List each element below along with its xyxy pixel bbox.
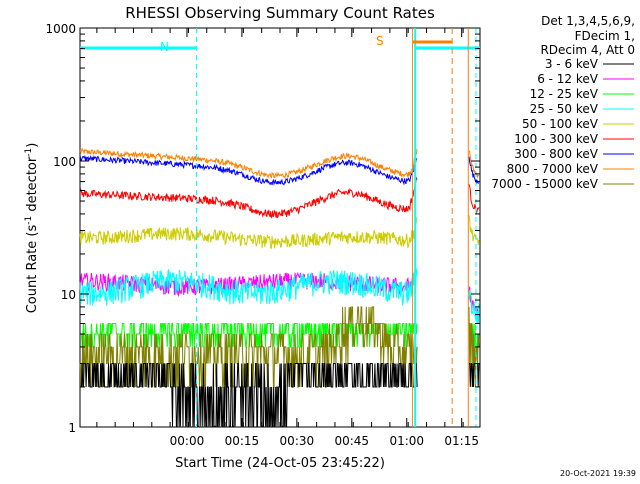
legend-label-8: 7000 - 15000 keV xyxy=(491,177,598,191)
plot-area: 1 10 100 1000 00:00 00:15 00:30 00:45 01:00 01:15 xyxy=(45,22,481,448)
legend-label-4: 50 - 100 keV xyxy=(522,117,599,131)
y-label-sup2: -1 xyxy=(24,148,34,157)
legend-label-1: 6 - 12 keV xyxy=(537,72,599,86)
series-line-800 - 7000 keV xyxy=(79,147,418,179)
series-line-25 - 50 keV-after-gap xyxy=(468,289,480,325)
x-tick-label-00:00: 00:00 xyxy=(170,434,205,448)
legend-label-6: 300 - 800 keV xyxy=(514,147,598,161)
legend: Det 1,3,4,5,6,9, FDecim 1, RDecim 4, Att… xyxy=(491,14,635,191)
series-line-50 - 100 keV xyxy=(79,217,418,249)
legend-label-2: 12 - 25 keV xyxy=(530,87,599,101)
y-tick-label-10: 10 xyxy=(61,288,76,302)
x-tick-label-00:15: 00:15 xyxy=(225,434,260,448)
series-line-3 - 6 keV xyxy=(80,363,418,427)
y-tick-label-1: 1 xyxy=(68,421,76,435)
series-line-25 - 50 keV xyxy=(79,268,418,306)
y-tick-label-100: 100 xyxy=(53,155,76,169)
x-tick-label-00:30: 00:30 xyxy=(280,434,315,448)
series-layer xyxy=(79,147,480,427)
y-tick-label-1000: 1000 xyxy=(45,22,76,36)
x-tick-label-00:45: 00:45 xyxy=(334,434,369,448)
saa-label: S xyxy=(376,34,384,48)
series-line-100 - 300 keV-after-gap xyxy=(468,184,480,215)
legend-header-line-3: RDecim 4, Att 0 xyxy=(540,43,635,57)
x-tick-label-01:00: 01:00 xyxy=(389,434,424,448)
legend-header-line-2: FDecim 1, xyxy=(575,29,635,43)
y-label-part3: ) xyxy=(25,143,40,148)
series-line-100 - 300 keV xyxy=(79,176,418,219)
series-line-50 - 100 keV-after-gap xyxy=(468,215,480,246)
series-line-7000 - 15000 keV xyxy=(79,306,418,388)
x-axis-label: Start Time (24-Oct-05 23:45:22) xyxy=(175,456,385,471)
legend-label-5: 100 - 300 keV xyxy=(514,132,598,146)
footer-date: 20-Oct-2021 19:39 xyxy=(560,469,636,478)
y-axis-label: Count Rate (s-1 detector-1) xyxy=(24,143,40,314)
legend-label-7: 800 - 7000 keV xyxy=(507,162,599,176)
night-label: N xyxy=(160,40,169,54)
series-line-7000 - 15000 keV-after-gap xyxy=(468,306,480,388)
chart-title: RHESSI Observing Summary Count Rates xyxy=(125,4,435,22)
annotation-layer xyxy=(80,28,480,427)
legend-label-0: 3 - 6 keV xyxy=(545,57,599,71)
x-tick-label-01:15: 01:15 xyxy=(444,434,479,448)
legend-label-3: 25 - 50 keV xyxy=(530,102,599,116)
series-line-3 - 6 keV-after-gap xyxy=(469,363,480,388)
y-label-part1: Count Rate (s xyxy=(25,225,40,314)
axis-layer: 1 10 100 1000 00:00 00:15 00:30 00:45 01:00 01:15 xyxy=(45,22,480,448)
y-label-part2: detector xyxy=(25,156,40,216)
legend-header-line-1: Det 1,3,4,5,6,9, xyxy=(541,14,635,28)
series-line-300 - 800 keV xyxy=(79,154,418,186)
y-label-sup1: -1 xyxy=(24,216,34,225)
series-line-800 - 7000 keV-after-gap xyxy=(468,150,480,179)
